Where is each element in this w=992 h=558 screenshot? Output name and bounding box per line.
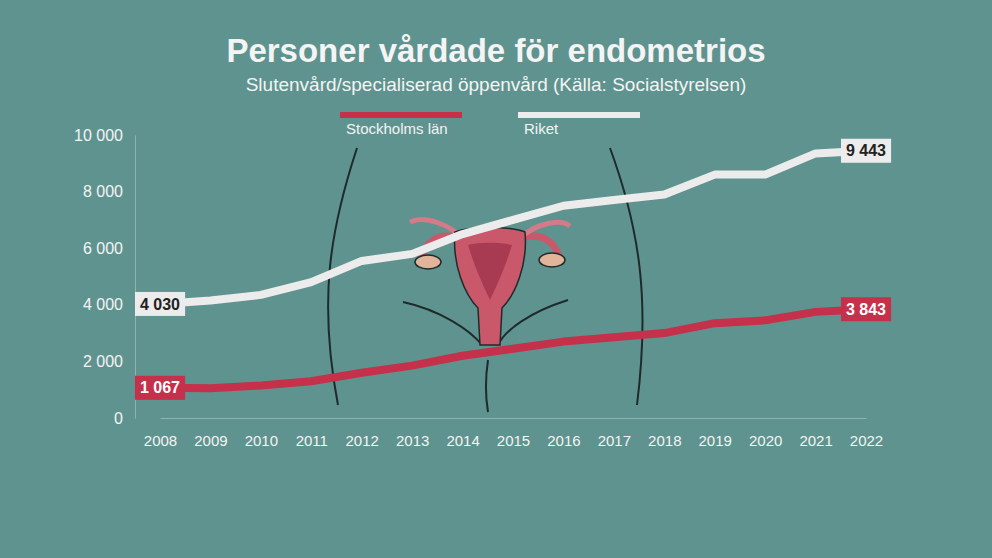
- y-axis: 0 2 000 4 000 6 000 8 000 10 000: [74, 127, 135, 427]
- x-tick-label: 2009: [194, 432, 227, 449]
- legend: Stockholms län Riket: [340, 112, 640, 137]
- x-tick: 2010: [245, 418, 278, 449]
- series-line: [160, 151, 866, 304]
- data-label: 9 443: [841, 139, 891, 163]
- x-tick-label: 2017: [598, 432, 631, 449]
- x-tick-label: 2016: [547, 432, 580, 449]
- hip-line: [610, 148, 643, 405]
- data-label-text: 9 443: [846, 142, 886, 159]
- legend-item: Stockholms län: [340, 112, 462, 137]
- chart: Personer vårdade för endometrios Slutenvå…: [0, 0, 992, 558]
- x-tick-label: 2015: [497, 432, 530, 449]
- data-label-text: 1 067: [140, 379, 180, 396]
- y-tick-label: 0: [114, 410, 123, 427]
- x-tick: 2013: [396, 418, 429, 449]
- x-tick: 2020: [749, 418, 782, 449]
- x-axis: 2008 2009 2010 2011 2012 2013 2014 2015 2016 2017…: [144, 418, 883, 449]
- subtitle: Slutenvård/specialiserad öppenvård (Käll…: [246, 74, 747, 95]
- x-tick-label: 2018: [648, 432, 681, 449]
- y-tick: 4 000: [83, 296, 135, 313]
- data-label-box: [841, 139, 891, 163]
- x-tick: 2021: [799, 418, 832, 449]
- data-label-text: 3 843: [846, 301, 886, 318]
- y-tick-label: 4 000: [83, 296, 123, 313]
- x-tick: 2016: [547, 418, 580, 449]
- title: Personer vårdade för endometrios: [226, 32, 765, 69]
- y-tick: 0: [114, 410, 135, 427]
- y-tick: 10 000: [74, 127, 135, 144]
- data-label: 1 067: [135, 376, 185, 400]
- ovary: [415, 255, 441, 269]
- y-tick-label: 6 000: [83, 240, 123, 257]
- x-tick: 2012: [346, 418, 379, 449]
- x-tick-label: 2014: [446, 432, 479, 449]
- legend-label: Riket: [524, 120, 559, 137]
- y-tick: 6 000: [83, 240, 135, 257]
- x-tick: 2011: [296, 418, 328, 449]
- x-tick: 2019: [699, 418, 732, 449]
- series-line: [160, 309, 866, 388]
- data-label-text: 4 030: [140, 296, 180, 313]
- data-label: 4 030: [135, 292, 185, 316]
- y-tick-label: 8 000: [83, 183, 123, 200]
- legend-swatch: [340, 112, 462, 118]
- uterus-inner: [468, 243, 512, 300]
- y-tick: 8 000: [83, 183, 135, 200]
- x-tick: 2015: [497, 418, 530, 449]
- data-label-box: [135, 292, 185, 316]
- x-axis-line: [161, 418, 867, 419]
- x-tick-label: 2011: [296, 432, 328, 449]
- legend-item: Riket: [518, 112, 640, 137]
- legend-label: Stockholms län: [346, 120, 448, 137]
- x-tick: 2022: [850, 418, 883, 449]
- data-label-box: [841, 297, 891, 321]
- x-tick-label: 2020: [749, 432, 782, 449]
- uterus: [455, 228, 526, 346]
- ovary: [539, 253, 565, 267]
- y-tick-label: 2 000: [83, 353, 123, 370]
- data-label-box: [135, 376, 185, 400]
- data-label: 3 843: [841, 297, 891, 321]
- x-tick-label: 2008: [144, 432, 177, 449]
- legend-swatch: [518, 112, 640, 118]
- y-tick: 2 000: [83, 353, 135, 370]
- x-tick-label: 2013: [396, 432, 429, 449]
- x-tick: 2014: [446, 418, 479, 449]
- x-tick-label: 2010: [245, 432, 278, 449]
- x-tick-label: 2019: [699, 432, 732, 449]
- lines: [160, 151, 866, 389]
- background: [0, 0, 992, 558]
- x-tick: 2017: [598, 418, 631, 449]
- x-tick-label: 2012: [346, 432, 379, 449]
- x-tick: 2008: [144, 418, 177, 449]
- x-tick: 2009: [194, 418, 227, 449]
- x-tick-label: 2022: [850, 432, 883, 449]
- x-tick-label: 2021: [799, 432, 832, 449]
- x-tick: 2018: [648, 418, 681, 449]
- y-tick-label: 10 000: [74, 127, 123, 144]
